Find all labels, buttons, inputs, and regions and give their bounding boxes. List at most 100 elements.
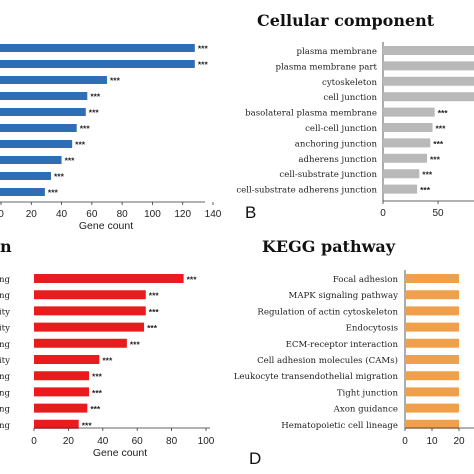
bar: [383, 61, 474, 71]
significance-label: ***: [422, 170, 433, 180]
bar: [34, 322, 145, 332]
category-label: Endocytosis: [346, 324, 398, 334]
significance-label: ***: [198, 60, 209, 70]
bar: [405, 290, 459, 300]
bar: [405, 387, 459, 397]
bar: [383, 46, 474, 55]
bar: [383, 153, 427, 163]
significance-label: ***: [80, 124, 91, 134]
panel-a: ******************************0 20 40 60 80 1…: [0, 44, 222, 232]
significance-label: ***: [82, 420, 93, 430]
significance-label: ***: [130, 339, 141, 349]
panel-d-title: KEGG pathway: [262, 237, 396, 256]
x-tick-label: 140: [205, 209, 222, 220]
x-tick-label: 100: [198, 436, 215, 447]
significance-label: ***: [187, 275, 198, 285]
x-tick-label: 50: [432, 208, 444, 219]
category-label: nding: [0, 340, 10, 350]
category-label: nding: [0, 405, 10, 415]
category-label: anchoring junction: [295, 139, 378, 149]
bar: [405, 322, 459, 332]
category-label: Leukocyte transendothelial migration: [234, 372, 399, 382]
bar: [34, 371, 90, 381]
category-label: nding: [0, 388, 10, 398]
category-label: Regulation of actin cytoskeleton: [257, 307, 398, 317]
x-axis-label: Gene count: [93, 447, 147, 459]
significance-label: ***: [102, 356, 113, 366]
significance-label: ***: [433, 139, 444, 149]
x-tick-label: 20: [26, 209, 38, 220]
bar: [383, 76, 474, 86]
bar: [0, 124, 77, 132]
bar: [0, 92, 88, 100]
bar: [0, 76, 107, 84]
bar: [0, 60, 195, 68]
bar: [34, 355, 100, 364]
bar: [405, 355, 459, 364]
significance-label: ***: [430, 154, 441, 164]
bar: [383, 184, 418, 194]
category-label: cytoskeleton: [322, 78, 377, 88]
category-label: nding: [0, 421, 10, 431]
panel-b-title: Cellular component: [257, 11, 435, 30]
category-label: cell-substrate adherens junction: [236, 186, 377, 196]
x-tick-label: 10: [426, 436, 438, 447]
bar: [405, 338, 459, 348]
category-label: cell junction: [323, 93, 377, 103]
bar: [0, 188, 45, 196]
significance-label: ***: [54, 172, 65, 182]
x-tick-label: 20: [453, 436, 465, 447]
bar: [383, 138, 431, 148]
panel-b-label: B: [245, 203, 256, 222]
category-label: ECM-receptor interaction: [286, 340, 399, 350]
x-axis-label: Gene count: [79, 220, 133, 232]
category-label: plasma membrane: [296, 47, 377, 57]
category-label: nding: [0, 275, 10, 285]
significance-label: ***: [149, 291, 160, 301]
x-tick-label: 100: [144, 209, 161, 220]
x-tick-label: 40: [56, 209, 68, 220]
x-tick-label: 60: [132, 436, 144, 447]
bar: [405, 371, 459, 381]
category-label: tivity: [0, 356, 10, 366]
bar: [405, 403, 459, 413]
category-label: Hematopoietic cell lineage: [281, 421, 398, 431]
category-label: Focal adhesion: [333, 275, 399, 285]
significance-label: ***: [92, 372, 103, 382]
bar: [34, 290, 146, 300]
bar: [383, 123, 433, 132]
category-label: basolateral plasma membrane: [245, 109, 377, 119]
significance-label: ***: [149, 307, 160, 317]
bar: [0, 44, 195, 52]
x-tick-label: 0: [31, 436, 37, 447]
bar: [383, 92, 474, 102]
x-tick-label: 40: [97, 436, 109, 447]
category-label: Cell adhesion molecules (CAMs): [257, 355, 398, 366]
panel-d-label: D: [249, 449, 261, 468]
bar: [34, 274, 184, 283]
category-label: plasma membrane part: [276, 62, 378, 72]
x-tick-label: 0: [380, 208, 386, 219]
x-tick-label: 80: [166, 436, 178, 447]
category-label: MAPK signaling pathway: [289, 291, 399, 301]
category-label: nding: [0, 291, 10, 301]
significance-label: ***: [75, 140, 86, 150]
category-label: adherens junction: [298, 155, 377, 165]
significance-label: ***: [90, 92, 101, 102]
significance-label: ***: [420, 185, 431, 195]
bar: [34, 403, 88, 413]
bar: [34, 419, 79, 429]
bar: [0, 108, 86, 116]
bar: [405, 306, 459, 316]
x-tick-label: 20: [63, 436, 75, 447]
x-tick-label: 0: [0, 209, 4, 220]
category-label: tivity: [0, 324, 10, 334]
bar: [34, 387, 90, 397]
bar: [405, 274, 459, 283]
significance-label: ***: [92, 388, 103, 398]
panel-c-title-fragment: n: [0, 237, 12, 256]
bar: [405, 419, 459, 429]
bar: [383, 107, 435, 117]
bar: [0, 140, 73, 148]
